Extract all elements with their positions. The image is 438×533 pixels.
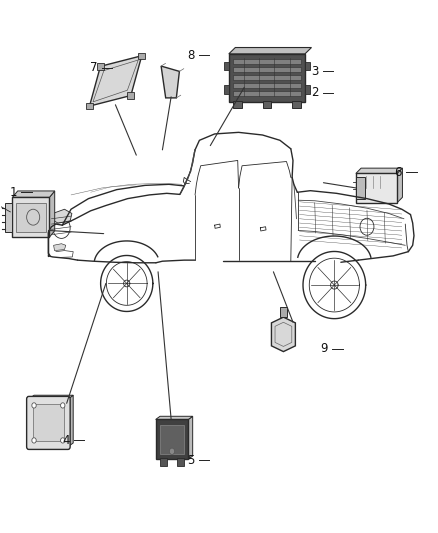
Bar [223,62,229,70]
Polygon shape [155,416,193,419]
Text: 7: 7 [90,61,98,74]
Bar [305,62,310,70]
FancyBboxPatch shape [27,397,70,449]
Bar [262,101,271,108]
Polygon shape [161,66,180,98]
Circle shape [60,438,65,443]
Bar [138,53,145,59]
Polygon shape [68,395,73,447]
Bar [86,103,93,109]
Polygon shape [397,168,403,203]
Bar [356,173,397,203]
Polygon shape [89,56,142,106]
Bar [292,101,300,108]
Polygon shape [188,416,193,459]
Bar [229,54,305,102]
Polygon shape [53,244,66,251]
Text: 5: 5 [187,454,194,466]
Bar [233,91,300,96]
Text: 8: 8 [187,49,194,62]
Polygon shape [229,47,311,54]
Bar [223,85,229,94]
Text: 3: 3 [311,65,318,78]
Text: 4: 4 [62,434,70,447]
Bar [233,83,300,88]
Text: 9: 9 [321,342,328,355]
Polygon shape [272,317,295,352]
Bar [97,63,104,69]
Circle shape [60,403,65,408]
FancyBboxPatch shape [13,197,49,237]
Polygon shape [49,191,55,237]
Bar [233,101,242,108]
Bar [233,75,300,80]
Circle shape [32,403,36,408]
Bar [160,425,184,454]
Bar [127,92,134,99]
Polygon shape [356,168,403,173]
Bar [233,67,300,72]
Bar [155,419,188,459]
Polygon shape [52,209,72,223]
Bar [305,85,310,94]
Bar [280,306,287,317]
Bar [16,203,46,232]
Bar [356,177,364,199]
FancyBboxPatch shape [33,405,64,441]
Bar [160,458,167,466]
Polygon shape [13,191,55,197]
Text: 2: 2 [311,86,318,99]
Circle shape [32,438,36,443]
Text: 1: 1 [10,186,18,199]
Bar [233,59,300,64]
Circle shape [170,448,175,455]
Bar [5,203,13,232]
Bar [177,458,184,466]
Polygon shape [29,395,73,399]
Text: 6: 6 [395,166,402,179]
